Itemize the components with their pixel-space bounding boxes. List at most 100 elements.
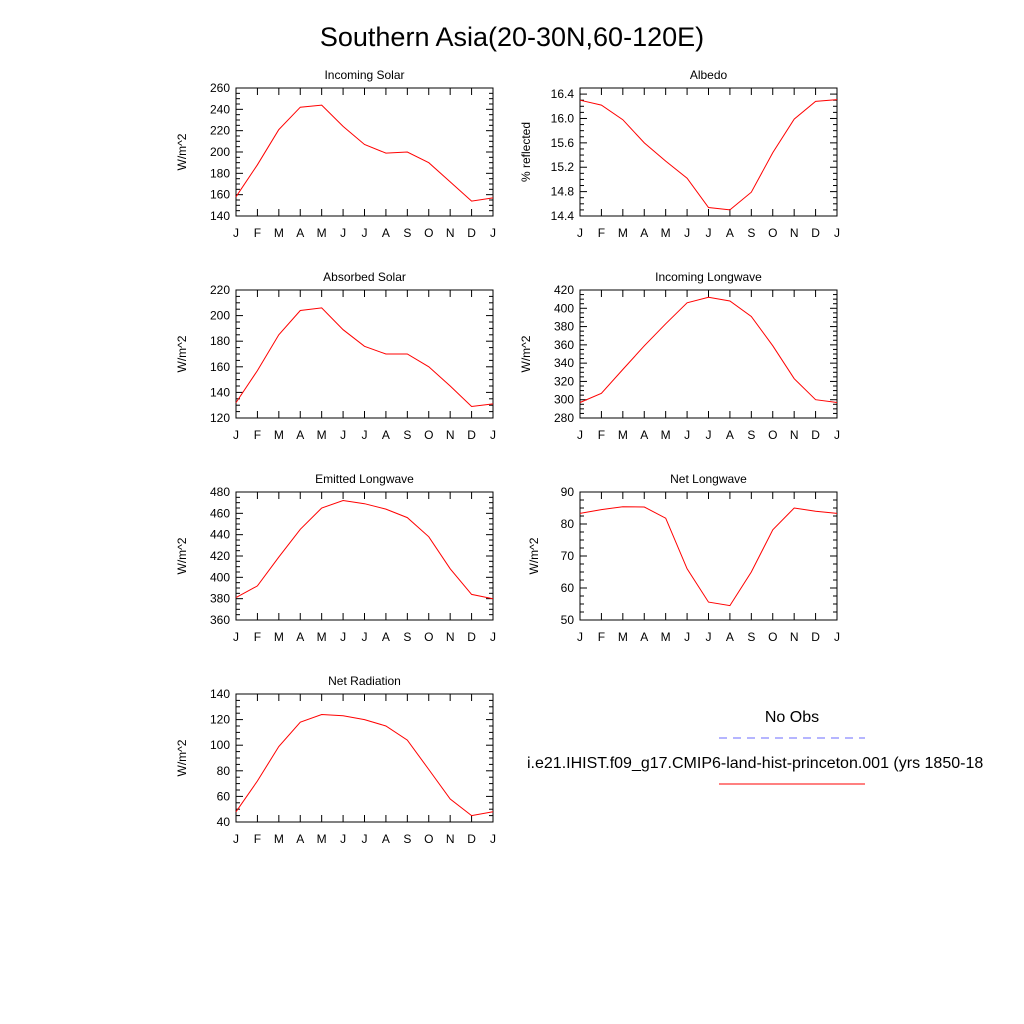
- x-tick-label: M: [661, 630, 671, 644]
- x-tick-label: S: [403, 226, 411, 240]
- x-tick-label: A: [382, 428, 390, 442]
- y-tick-label: 140: [210, 209, 230, 223]
- x-tick-label: N: [790, 226, 799, 240]
- y-tick-label: 40: [217, 815, 231, 829]
- series-line-net-longwave: [579, 506, 838, 607]
- x-tick-label: S: [747, 428, 755, 442]
- x-tick-label: A: [640, 226, 648, 240]
- series-line-albedo: [579, 99, 838, 211]
- x-tick-label: O: [768, 226, 777, 240]
- x-tick-label: J: [706, 630, 712, 644]
- y-tick-label: 360: [210, 613, 230, 627]
- panel-title-incoming-solar: Incoming Solar: [324, 68, 404, 82]
- y-tick-label: 360: [554, 338, 574, 352]
- x-tick-label: A: [296, 226, 304, 240]
- x-tick-label: M: [618, 226, 628, 240]
- y-tick-label: 160: [210, 188, 230, 202]
- x-tick-label: A: [726, 428, 734, 442]
- y-tick-label: 90: [561, 485, 575, 499]
- x-tick-label: M: [274, 428, 284, 442]
- y-tick-label: 380: [210, 592, 230, 606]
- x-tick-label: A: [296, 428, 304, 442]
- x-tick-label: N: [446, 226, 455, 240]
- y-tick-label: 80: [217, 764, 231, 778]
- y-tick-label: 240: [210, 102, 230, 116]
- x-tick-label: N: [790, 428, 799, 442]
- x-tick-label: F: [598, 226, 605, 240]
- x-tick-label: J: [834, 428, 840, 442]
- x-tick-label: A: [382, 630, 390, 644]
- y-tick-label: 60: [217, 789, 231, 803]
- x-tick-label: J: [362, 630, 368, 644]
- x-tick-label: A: [382, 226, 390, 240]
- x-tick-label: A: [726, 630, 734, 644]
- x-tick-label: M: [317, 630, 327, 644]
- x-tick-label: J: [490, 630, 496, 644]
- panel-title-emitted-longwave: Emitted Longwave: [315, 472, 414, 486]
- y-tick-label: 440: [210, 528, 230, 542]
- x-tick-label: D: [467, 832, 476, 846]
- y-axis-label-incoming-longwave: W/m^2: [519, 335, 533, 372]
- y-tick-label: 16.0: [551, 111, 575, 125]
- x-tick-label: M: [274, 832, 284, 846]
- panel-title-net-radiation: Net Radiation: [328, 674, 401, 688]
- y-tick-label: 160: [210, 360, 230, 374]
- x-tick-label: J: [490, 832, 496, 846]
- y-tick-label: 80: [561, 517, 575, 531]
- x-tick-label: D: [811, 630, 820, 644]
- x-tick-label: D: [811, 428, 820, 442]
- x-tick-label: J: [684, 226, 690, 240]
- y-tick-label: 50: [561, 613, 575, 627]
- x-tick-label: M: [618, 630, 628, 644]
- x-tick-label: O: [768, 630, 777, 644]
- x-tick-label: M: [274, 630, 284, 644]
- y-tick-label: 14.4: [551, 209, 575, 223]
- y-axis-label-absorbed-solar: W/m^2: [175, 335, 189, 372]
- x-tick-label: J: [340, 630, 346, 644]
- y-tick-label: 400: [210, 570, 230, 584]
- figure-title: Southern Asia(20-30N,60-120E): [320, 22, 704, 52]
- x-tick-label: M: [317, 428, 327, 442]
- y-tick-label: 15.6: [551, 136, 575, 150]
- x-tick-label: N: [446, 832, 455, 846]
- x-tick-label: N: [446, 428, 455, 442]
- y-tick-label: 180: [210, 166, 230, 180]
- y-tick-label: 420: [554, 283, 574, 297]
- panel-title-net-longwave: Net Longwave: [670, 472, 747, 486]
- y-axis-label-albedo: % reflected: [519, 122, 533, 182]
- y-tick-label: 200: [210, 145, 230, 159]
- legend-model-label: i.e21.IHIST.f09_g17.CMIP6-land-hist-prin…: [527, 755, 983, 772]
- x-tick-label: A: [296, 832, 304, 846]
- y-tick-label: 340: [554, 356, 574, 370]
- x-tick-label: O: [424, 832, 433, 846]
- y-axis-label-net-radiation: W/m^2: [175, 739, 189, 776]
- x-tick-label: F: [254, 428, 261, 442]
- y-tick-label: 140: [210, 687, 230, 701]
- y-tick-label: 320: [554, 374, 574, 388]
- plot-frame-absorbed-solar: [235, 289, 494, 419]
- y-tick-label: 14.8: [551, 185, 575, 199]
- x-tick-label: J: [340, 226, 346, 240]
- y-axis-label-emitted-longwave: W/m^2: [175, 537, 189, 574]
- y-tick-label: 400: [554, 301, 574, 315]
- x-tick-label: O: [424, 630, 433, 644]
- y-axis-label-net-longwave: W/m^2: [527, 537, 541, 574]
- y-tick-label: 140: [210, 385, 230, 399]
- plot-frame-net-longwave: [579, 491, 838, 621]
- x-tick-label: M: [618, 428, 628, 442]
- series-line-emitted-longwave: [235, 499, 494, 600]
- y-tick-label: 220: [210, 124, 230, 138]
- legend-obs-label: No Obs: [765, 709, 819, 726]
- plot-frame-emitted-longwave: [235, 491, 494, 621]
- panel-title-albedo: Albedo: [690, 68, 728, 82]
- panel-title-incoming-longwave: Incoming Longwave: [655, 270, 762, 284]
- x-tick-label: A: [726, 226, 734, 240]
- x-tick-label: J: [233, 226, 239, 240]
- x-tick-label: D: [467, 630, 476, 644]
